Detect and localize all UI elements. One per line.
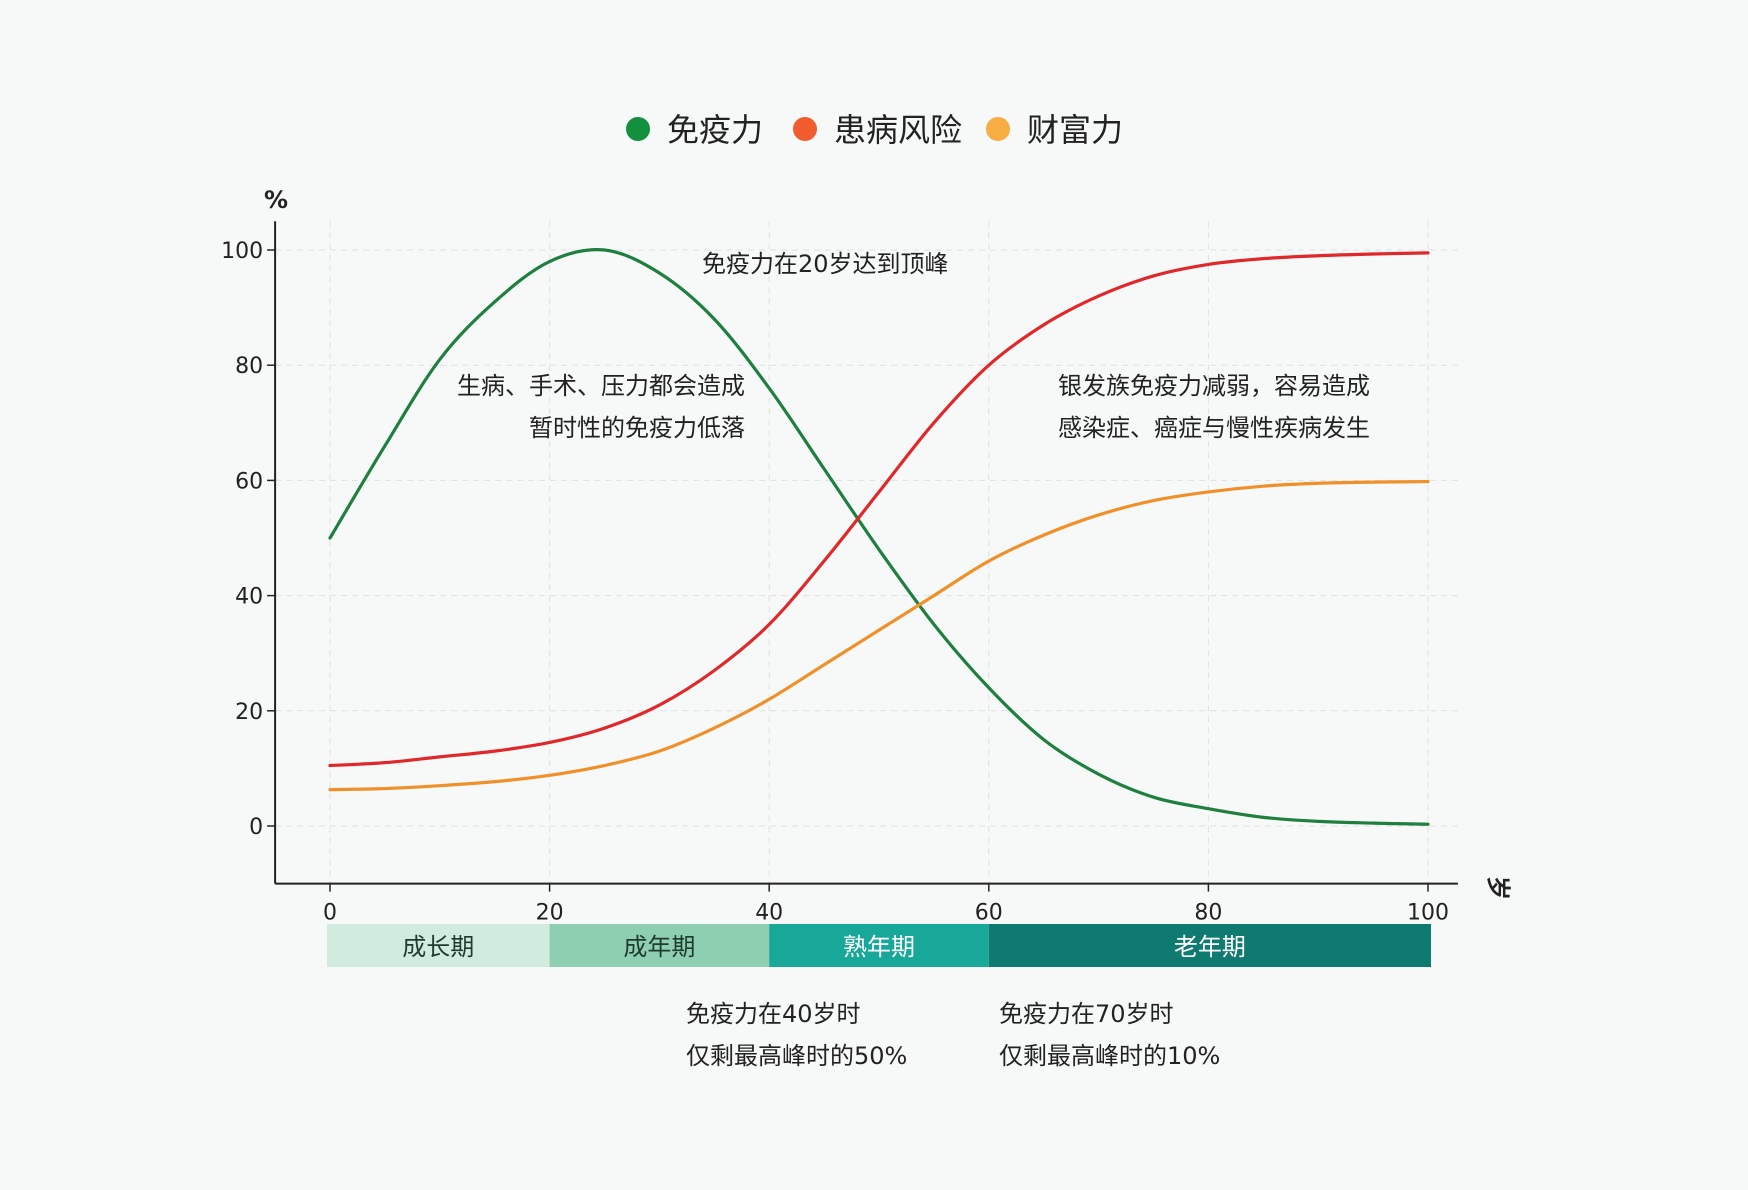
x-tick-label: 100 — [1407, 901, 1449, 926]
stage-label: 成长期 — [402, 933, 474, 961]
stage-block — [327, 924, 550, 967]
legend: 免疫力 患病风险 财富力 — [626, 111, 1123, 149]
x-tick-label: 60 — [975, 901, 1003, 926]
annotation-line: 仅剩最高峰时的10% — [999, 1042, 1220, 1070]
legend-disease-risk: 患病风险 — [793, 111, 962, 149]
legend-label: 财富力 — [1027, 111, 1123, 149]
stage-block — [988, 924, 1431, 967]
annotation-line: 仅剩最高峰时的50% — [686, 1042, 907, 1070]
annotation-line: 免疫力在70岁时 — [999, 1000, 1174, 1028]
immunity-line — [328, 247, 1430, 826]
series-layer — [328, 247, 1430, 826]
stage-block — [769, 924, 989, 967]
x-tick-label: 0 — [323, 901, 337, 926]
y-tick-label: 0 — [249, 815, 263, 840]
annotation-line: 感染症、癌症与慢性疾病发生 — [1058, 414, 1370, 442]
disease-risk-line — [328, 251, 1430, 768]
annotation-line: 免疫力在40岁时 — [686, 1000, 861, 1028]
legend-label: 免疫力 — [667, 111, 763, 149]
stage-block — [549, 924, 770, 967]
stage-mature: 熟年期 — [769, 924, 989, 967]
legend-label: 患病风险 — [834, 111, 962, 149]
grid-layer — [275, 221, 1458, 884]
y-tick-label: 100 — [221, 239, 263, 264]
axes-layer: 0 20 40 60 80 100 0 20 40 60 80 100% 岁 — [221, 186, 1512, 926]
wealth-line — [328, 479, 1430, 792]
y-tick-label: 80 — [235, 354, 263, 379]
life-stage-bar: 成长期 成年期 熟年期 老年期 — [327, 924, 1431, 967]
x-tick-label: 20 — [536, 901, 564, 926]
y-tick-label: 60 — [235, 469, 263, 494]
legend-dot-icon — [986, 117, 1010, 141]
x-tick-label: 80 — [1194, 901, 1222, 926]
legend-wealth: 财富力 — [986, 111, 1123, 149]
y-tick-label: 40 — [235, 585, 263, 610]
annotation-peak: 免疫力在20岁达到顶峰 — [702, 250, 949, 278]
stage-growth: 成长期 — [327, 924, 550, 967]
annotation-line: 生病、手术、压力都会造成 — [457, 372, 745, 400]
stage-senior: 老年期 — [988, 924, 1431, 967]
legend-dot-icon — [626, 117, 650, 141]
stage-label: 成年期 — [623, 933, 695, 961]
legend-dot-icon — [793, 117, 817, 141]
stage-label: 熟年期 — [843, 933, 915, 961]
y-axis-unit: % — [264, 186, 288, 214]
y-tick-label: 20 — [235, 700, 263, 725]
stage-adult: 成年期 — [549, 924, 770, 967]
x-tick-label: 40 — [755, 901, 783, 926]
annotation-line: 免疫力在20岁达到顶峰 — [702, 250, 949, 278]
annotation-line: 暂时性的免疫力低落 — [529, 414, 745, 442]
stage-label: 老年期 — [1174, 933, 1246, 961]
x-axis-unit: 岁 — [1484, 876, 1512, 900]
legend-immunity: 免疫力 — [626, 111, 763, 149]
annotation-line: 银发族免疫力减弱，容易造成 — [1058, 372, 1370, 400]
